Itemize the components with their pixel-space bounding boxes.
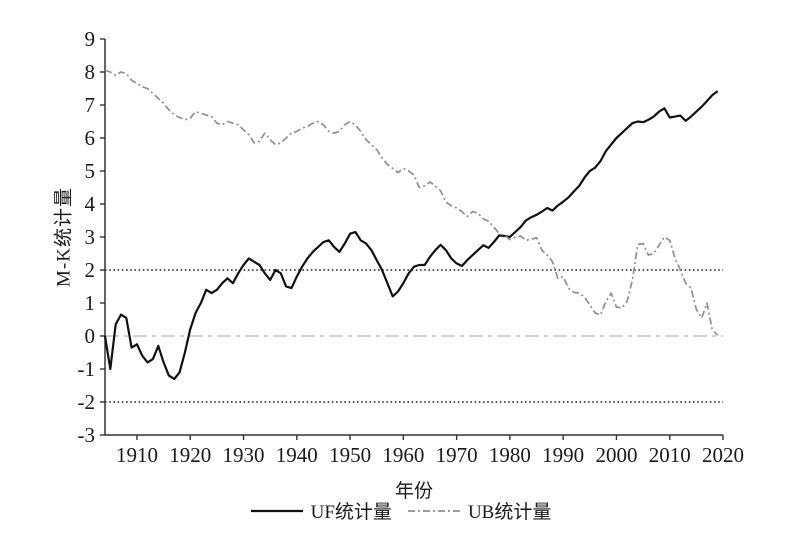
x-tick-label: 1990 — [542, 443, 584, 467]
y-tick-label: 1 — [85, 291, 96, 315]
x-tick-label: 1910 — [116, 443, 158, 467]
y-tick-label: -3 — [78, 423, 96, 447]
y-tick-label: 9 — [85, 27, 96, 51]
x-tick-label: 1950 — [329, 443, 371, 467]
y-tick-label: -2 — [78, 390, 96, 414]
y-tick-label: -1 — [78, 357, 96, 381]
x-tick-label: 1970 — [436, 443, 478, 467]
x-tick-label: 2000 — [595, 443, 637, 467]
y-tick-label: 2 — [85, 258, 96, 282]
x-axis-title: 年份 — [394, 481, 434, 502]
y-tick-label: 6 — [85, 126, 96, 150]
ub-line-sample — [407, 509, 460, 512]
x-tick-label: 1920 — [169, 443, 211, 467]
y-tick-label: 5 — [85, 159, 96, 183]
x-tick-label: 2010 — [649, 443, 691, 467]
y-axis-title: M-K统计量 — [53, 187, 75, 287]
y-tick-label: 0 — [85, 324, 96, 348]
y-tick-label: 7 — [85, 93, 96, 117]
uf-line-sample — [250, 509, 303, 512]
y-tick-label: 4 — [85, 192, 96, 216]
legend-item-ub: UB统计量 — [406, 497, 551, 524]
ub-line — [104, 69, 719, 336]
legend-item-uf: UF统计量 — [249, 497, 392, 524]
x-tick-label: 1940 — [276, 443, 318, 467]
legend-label-uf: UF统计量 — [310, 502, 392, 523]
x-tick-label: 1960 — [382, 443, 424, 467]
x-tick-label: 1980 — [489, 443, 531, 467]
x-tick-label: 2020 — [702, 443, 744, 467]
uf-line — [103, 90, 719, 380]
legend-label-ub: UB统计量 — [467, 502, 552, 523]
x-tick-label: 1930 — [223, 443, 265, 467]
legend: UF统计量 UB统计量 — [0, 497, 800, 524]
y-tick-label: 3 — [85, 225, 96, 249]
y-tick-label: 8 — [85, 60, 96, 84]
